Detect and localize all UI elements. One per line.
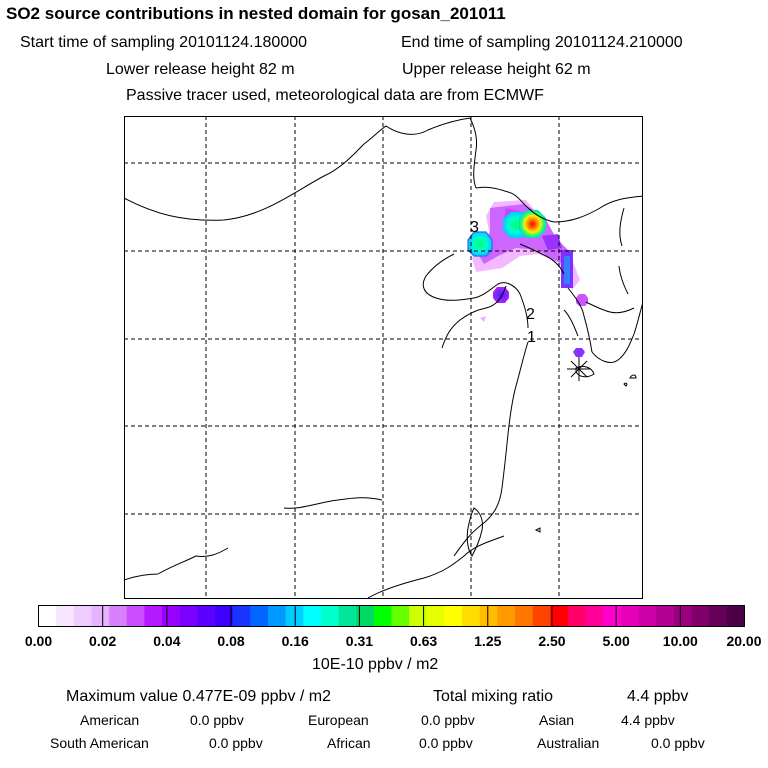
colorbar-swatch xyxy=(620,605,640,627)
colorbar-swatch xyxy=(673,605,693,627)
colorbar-swatch xyxy=(73,605,92,627)
concentration-plume xyxy=(467,200,588,357)
colorbar-swatch xyxy=(109,605,128,627)
maximum-value: Maximum value 0.477E-09 ppbv / m2 xyxy=(66,688,332,705)
american-label: American xyxy=(80,712,140,728)
australian-label: Australian xyxy=(537,735,600,751)
end-time: End time of sampling 20101124.210000 xyxy=(401,34,683,51)
african-label: African xyxy=(327,735,371,751)
total-mixing-ratio-label: Total mixing ratio xyxy=(433,688,554,705)
colorbar-swatch xyxy=(250,605,269,627)
chart-title: SO2 source contributions in nested domai… xyxy=(6,4,506,23)
colorbar-swatch xyxy=(267,605,287,627)
asian-value: 4.4 ppbv xyxy=(621,712,675,728)
asian-label: Asian xyxy=(539,712,575,728)
australian-value: 0.0 ppbv xyxy=(651,735,705,751)
colorbar-swatch xyxy=(603,605,622,627)
colorbar-swatch xyxy=(126,605,145,627)
colorbar: 0.00 0.02 0.04 0.08 0.16 0.31 0.63 1.25 2.50 5.00… xyxy=(25,605,762,649)
site-label-2: 2 xyxy=(526,306,535,323)
colorbar-swatch xyxy=(550,605,569,627)
colorbar-tick-label: 0.04 xyxy=(153,633,180,649)
colorbar-swatch xyxy=(197,605,216,627)
american-value: 0.0 ppbv xyxy=(190,712,244,728)
lower-release-height: Lower release height 82 m xyxy=(106,61,295,78)
colorbar-tick-label: 0.00 xyxy=(25,633,52,649)
colorbar-unit: 10E-10 ppbv / m2 xyxy=(312,656,439,673)
asterisk-icon xyxy=(567,357,591,381)
upper-release-height: Upper release height 62 m xyxy=(402,61,591,78)
colorbar-swatch xyxy=(144,605,163,627)
colorbar-tick-label: 0.02 xyxy=(89,633,116,649)
colorbar-swatch xyxy=(409,605,428,627)
data-source-note: Passive tracer used, meteorological data… xyxy=(126,87,544,104)
colorbar-tick-label: 20.00 xyxy=(726,633,761,649)
site-label-3: 3 xyxy=(470,219,479,236)
colorbar-swatch xyxy=(373,605,392,627)
colorbar-tick-label: 1.25 xyxy=(474,633,501,649)
south-american-label: South American xyxy=(50,735,149,751)
colorbar-swatch xyxy=(638,605,657,627)
colorbar-swatch xyxy=(532,605,551,627)
colorbar-swatch xyxy=(726,605,745,627)
colorbar-swatch xyxy=(162,605,181,627)
map-frame xyxy=(124,116,643,599)
colorbar-tick-label: 0.16 xyxy=(282,633,309,649)
colorbar-swatch xyxy=(38,605,57,627)
map-grid xyxy=(124,116,643,599)
colorbar-swatch xyxy=(709,605,728,627)
colorbar-swatch xyxy=(56,605,75,627)
colorbar-swatch xyxy=(656,605,675,627)
colorbar-swatch xyxy=(585,605,604,627)
colorbar-swatch xyxy=(515,605,534,627)
colorbar-swatch xyxy=(215,605,234,627)
colorbar-swatch xyxy=(691,605,710,627)
colorbar-tick-label: 0.31 xyxy=(346,633,373,649)
site-label-1: 1 xyxy=(527,329,536,346)
colorbar-frame xyxy=(38,605,745,627)
african-value: 0.0 ppbv xyxy=(419,735,473,751)
colorbar-swatch xyxy=(320,605,340,627)
colorbar-swatch xyxy=(179,605,198,627)
colorbar-swatch xyxy=(91,605,110,627)
start-time: Start time of sampling 20101124.180000 xyxy=(20,34,308,51)
european-label: European xyxy=(308,712,369,728)
colorbar-swatch xyxy=(426,605,445,627)
colorbar-tick-label: 10.00 xyxy=(663,633,698,649)
european-value: 0.0 ppbv xyxy=(421,712,475,728)
colorbar-tick-label: 0.08 xyxy=(217,633,244,649)
colorbar-swatch xyxy=(303,605,322,627)
south-american-value: 0.0 ppbv xyxy=(209,735,263,751)
colorbar-swatch xyxy=(568,605,587,627)
colorbar-swatch xyxy=(391,605,410,627)
colorbar-tick-label: 0.63 xyxy=(410,633,437,649)
colorbar-tick-label: 2.50 xyxy=(538,633,565,649)
colorbar-swatch xyxy=(462,605,481,627)
colorbar-swatch xyxy=(479,605,498,627)
colorbar-swatch xyxy=(338,605,357,627)
colorbar-swatch xyxy=(232,605,251,627)
colorbar-swatch xyxy=(356,605,375,627)
coastlines xyxy=(124,117,643,599)
total-mixing-ratio-value: 4.4 ppbv xyxy=(627,688,689,705)
map-panel: 3 2 1 xyxy=(124,116,643,599)
colorbar-swatch xyxy=(444,605,463,627)
colorbar-tick-label: 5.00 xyxy=(603,633,630,649)
colorbar-swatch xyxy=(285,605,304,627)
colorbar-swatch xyxy=(497,605,516,627)
